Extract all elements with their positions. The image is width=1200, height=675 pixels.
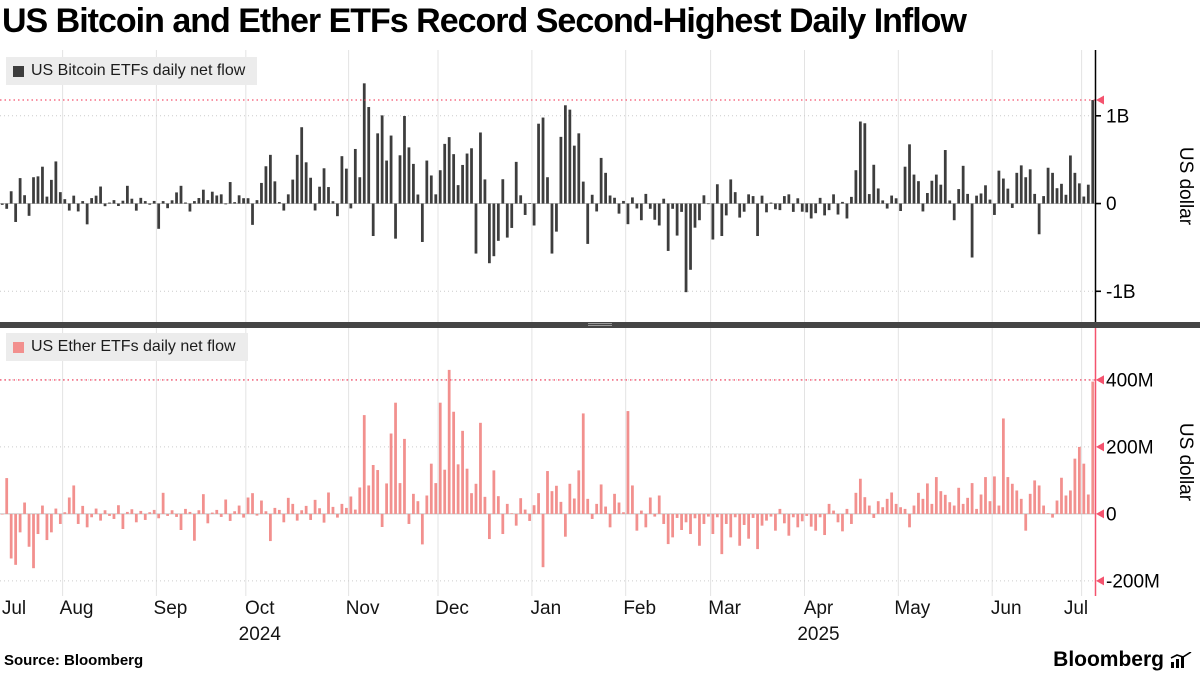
- record-level-marker-icon: [1096, 95, 1104, 105]
- panel-divider-handle[interactable]: [588, 323, 612, 327]
- bloomberg-chart-icon: [1170, 652, 1192, 668]
- bloomberg-logo: Bloomberg: [1053, 648, 1192, 672]
- x-axis-month-label: Jul: [1, 598, 27, 619]
- x-axis-month-label: Mar: [708, 598, 741, 619]
- x-axis-month-label: May: [894, 598, 931, 619]
- footer: Source: Bloomberg Bloomberg: [0, 648, 1200, 675]
- ether-flow-chart: 400M 200M 0 -200M US dollar: [0, 328, 1196, 596]
- x-axis-month-label: Oct: [245, 598, 275, 619]
- y-gridlines-and-labels: 1B 0 -1B: [0, 106, 1136, 303]
- ether-bars: [0, 369, 1095, 569]
- panel-divider: [0, 322, 1200, 328]
- x-axis-month-label: Sep: [153, 598, 188, 619]
- x-axis-month-label: Jul: [1063, 598, 1089, 619]
- y-tick-label: -200M: [1106, 571, 1160, 592]
- page-title: US Bitcoin and Ether ETFs Record Second-…: [2, 2, 967, 40]
- month-gridlines: [62, 328, 1083, 596]
- x-axis-month-label: Jun: [990, 598, 1022, 619]
- y-gridlines-and-labels: 400M 200M 0 -200M: [0, 370, 1160, 592]
- ether-legend-label: US Ether ETFs daily net flow: [31, 338, 236, 355]
- y-axis-title: US dollar: [1175, 423, 1196, 502]
- y-tick-label: 400M: [1106, 370, 1154, 391]
- x-axis: Jul Aug Sep Oct Nov Dec Jan Feb Mar Apr May Jun Jul 2…: [0, 598, 1200, 648]
- x-axis-month-label: Aug: [59, 598, 94, 619]
- x-axis-month-label: Apr: [803, 598, 834, 619]
- bitcoin-legend-swatch-icon: [13, 65, 24, 77]
- x-axis-month-label: Dec: [435, 598, 469, 619]
- month-gridlines: [62, 50, 1083, 322]
- bitcoin-flow-chart: 1B 0 -1B US dollar: [0, 50, 1196, 322]
- y-axis-title: US dollar: [1175, 147, 1196, 226]
- legend-ether: US Ether ETFs daily net flow: [6, 333, 248, 361]
- x-axis-month-label: Jan: [530, 598, 562, 619]
- y-tick-label: -1B: [1106, 282, 1136, 303]
- bitcoin-bars: [0, 83, 1095, 293]
- y-tick-label: 200M: [1106, 437, 1154, 458]
- legend-bitcoin: US Bitcoin ETFs daily net flow: [6, 57, 258, 85]
- x-axis-month-label: Nov: [345, 598, 380, 619]
- y-tick-label: 1B: [1106, 106, 1129, 127]
- ether-legend-swatch-icon: [13, 341, 24, 353]
- x-axis-year-label: 2025: [797, 624, 840, 645]
- bloomberg-wordmark: Bloomberg: [1053, 648, 1164, 671]
- bitcoin-legend-label: US Bitcoin ETFs daily net flow: [31, 62, 246, 79]
- source-credit: Source: Bloomberg: [4, 652, 144, 669]
- record-level-marker-icon: [1096, 375, 1104, 385]
- x-axis-month-label: Feb: [623, 598, 657, 619]
- y-tick-label: 0: [1106, 504, 1117, 525]
- x-axis-year-label: 2024: [238, 624, 281, 645]
- y-tick-label: 0: [1106, 194, 1117, 215]
